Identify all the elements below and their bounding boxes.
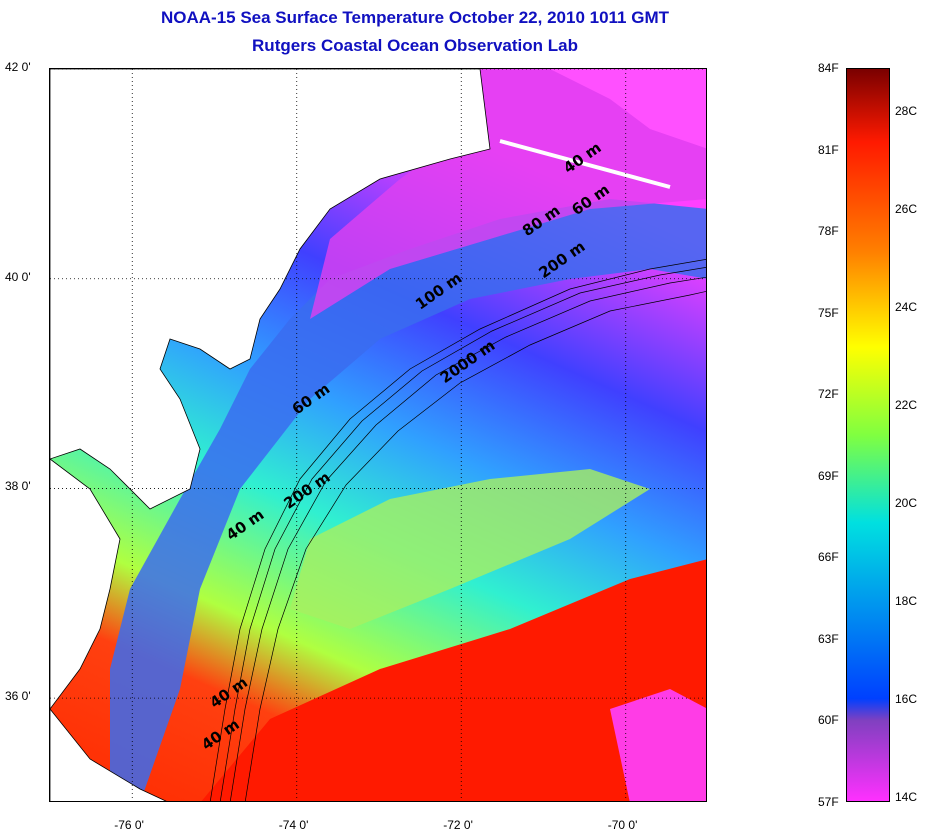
fahrenheit-tick-label: 72F	[818, 387, 839, 402]
celsius-tick-label: 24C	[895, 300, 918, 315]
fahrenheit-tick-label: 78F	[818, 224, 839, 239]
graticule	[50, 69, 706, 801]
fahrenheit-tick-label: 75F	[818, 305, 839, 320]
latitude-tick-label: 36 0'	[5, 689, 31, 704]
celsius-tick-label: 26C	[895, 202, 918, 217]
temperature-colorbar	[846, 68, 890, 802]
shelf-water	[110, 199, 706, 801]
celsius-tick-label: 20C	[895, 495, 918, 510]
fahrenheit-tick-label: 63F	[818, 631, 839, 646]
celsius-tick-label: 22C	[895, 398, 918, 413]
latitude-tick-label: 38 0'	[5, 479, 31, 494]
longitude-tick-label: -76 0'	[114, 818, 144, 832]
land-northeast	[50, 69, 491, 510]
longitude-tick-label: -72 0'	[443, 818, 473, 832]
land-carolina	[50, 708, 167, 801]
fahrenheit-tick-label: 84F	[818, 61, 839, 75]
gulf-stream	[201, 559, 706, 801]
celsius-tick-label: 16C	[895, 691, 918, 706]
cold-water-gulf-maine	[550, 69, 706, 149]
land-delmarva-virginia	[50, 458, 121, 710]
longitude-tick-label: -70 0'	[607, 818, 638, 832]
map-subtitle: Rutgers Coastal Ocean Observation Lab	[252, 36, 578, 55]
longitude-tick-label: -74 0'	[278, 818, 309, 832]
latitude-tick-label: 42 0'	[5, 60, 31, 74]
fahrenheit-tick-label: 60F	[818, 713, 839, 728]
celsius-tick-label: 18C	[895, 593, 918, 608]
map-title: NOAA-15 Sea Surface Temperature October …	[160, 8, 670, 27]
latitude-tick-label: 40 0'	[5, 269, 31, 284]
celsius-tick-label: 14C	[895, 789, 918, 804]
fahrenheit-tick-label: 81F	[818, 142, 839, 157]
mid-ocean-warm	[290, 469, 650, 629]
bathymetry-contours	[209, 258, 706, 801]
fahrenheit-tick-label: 57F	[818, 795, 839, 809]
scan-artifact-line	[499, 139, 671, 189]
sst-map: 40 m 60 m 80 m 200 m 100 m 2000 m 60 m 200 m 40 …	[49, 68, 707, 802]
cloud-patch-se	[610, 689, 706, 801]
fahrenheit-tick-label: 66F	[818, 550, 839, 565]
celsius-tick-label: 28C	[895, 104, 918, 119]
fahrenheit-tick-label: 69F	[818, 468, 839, 483]
cold-water-north	[310, 69, 706, 319]
